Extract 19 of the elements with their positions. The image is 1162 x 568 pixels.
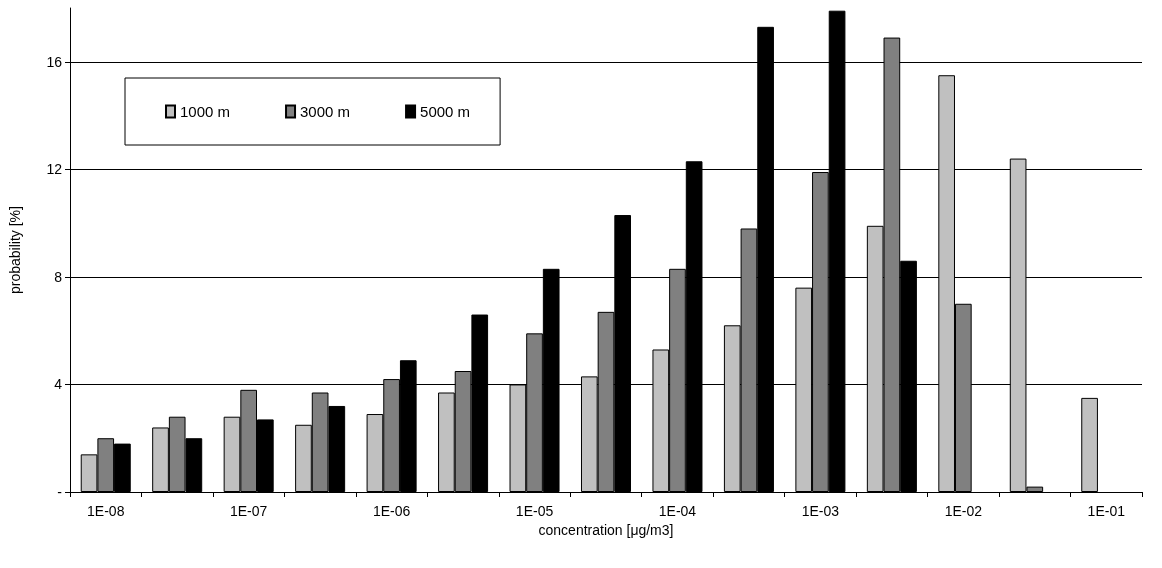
y-tick-label: 16: [46, 53, 63, 70]
y-axis-title: probability [%]: [7, 206, 23, 294]
bar: [1081, 397, 1098, 492]
y-tick-label: 12: [46, 161, 63, 178]
x-tick-label: 1E-05: [515, 503, 554, 519]
x-tick-label: 1E-04: [658, 503, 697, 519]
x-tick-label: 1E-07: [229, 503, 268, 519]
x-tick-label: 1E-06: [372, 503, 411, 519]
legend-label: 5000 m: [420, 103, 471, 120]
y-tick-label: -: [57, 484, 63, 500]
legend-label: 3000 m: [300, 103, 351, 120]
x-tick-label: 1E-02: [944, 503, 983, 519]
x-tick-label: 1E-03: [801, 503, 840, 519]
x-tick-label: 1E-01: [1087, 503, 1126, 519]
y-tick-label: 8: [54, 268, 63, 285]
x-axis-title: concentration [μg/m3]: [538, 521, 674, 538]
x-tick-label: 1E-08: [87, 503, 125, 519]
legend-label: 1000 m: [180, 103, 231, 120]
y-tick-label: 4: [54, 376, 63, 393]
